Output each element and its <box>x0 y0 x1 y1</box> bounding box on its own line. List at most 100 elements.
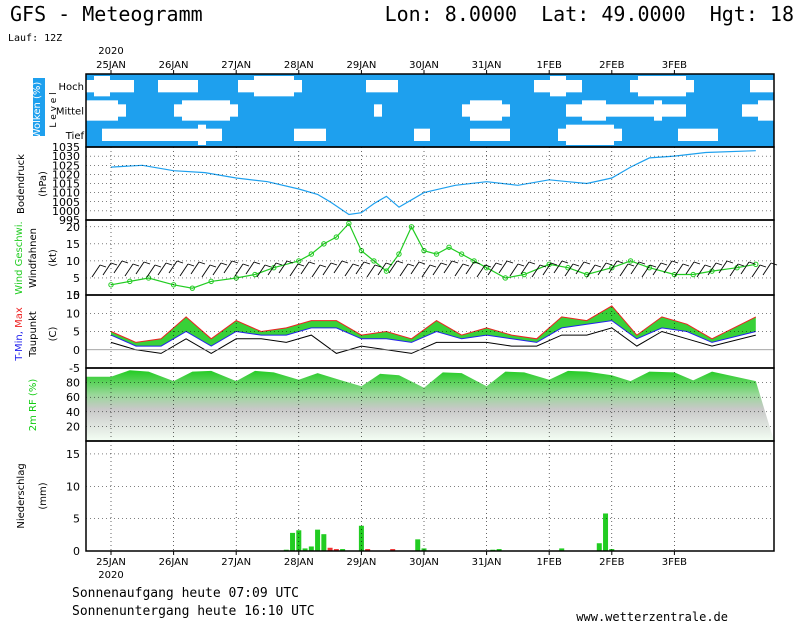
wind-barb <box>542 262 552 276</box>
wind-barb <box>190 261 200 275</box>
date-label-top: 25JAN <box>96 60 126 71</box>
precip-bar <box>365 549 371 551</box>
wind-barb-flag <box>143 261 151 265</box>
wind-barb-flag <box>275 262 283 266</box>
pressure-tick-label: 1020 <box>52 168 80 181</box>
wind-tick-label: 10 <box>66 255 80 268</box>
wind-barb-flag <box>495 262 503 266</box>
cloud-gap-cell <box>494 100 502 121</box>
wind-speed-point <box>308 251 315 257</box>
wind-unit-label: (kt) <box>48 249 59 267</box>
cloud-gap-cell <box>86 100 94 121</box>
wind-barb <box>696 264 706 278</box>
wind-barb-flag <box>121 260 129 264</box>
temperature-tick-label: 15 <box>66 289 80 302</box>
wind-barb-flag <box>638 261 646 265</box>
wind-barb <box>399 263 409 277</box>
wind-barb-flag <box>198 261 206 265</box>
cloud-gap-cell <box>486 100 494 121</box>
model-run-label: Lauf: 12Z <box>8 33 63 44</box>
cloud-gap-cell <box>606 124 614 145</box>
wind-speed-point <box>433 251 440 257</box>
wind-barb-flag <box>660 262 668 266</box>
wind-barb-flag <box>374 264 382 268</box>
pressure-tick-label: 995 <box>59 214 80 227</box>
wind-barb-flag <box>693 261 701 265</box>
wind-barb <box>234 263 244 277</box>
cloud-gap-cell <box>110 100 118 121</box>
cloud-gap-cell <box>286 76 294 97</box>
wind-barb-flag <box>286 260 294 264</box>
cloud-gap-cell <box>262 76 270 97</box>
wind-barb <box>267 262 277 276</box>
wind-speed-point <box>170 282 177 288</box>
temperature-unit-label: (C) <box>48 327 59 342</box>
wind-speed-point <box>189 285 196 291</box>
cloud-gap-cell <box>246 80 254 93</box>
precip-bar <box>296 530 302 551</box>
cloud-gap-cell <box>94 76 102 97</box>
temperature-range-fill <box>111 305 756 347</box>
date-label-bottom: 3FEB <box>662 557 687 568</box>
cloud-gap-cell <box>238 80 246 93</box>
cloud-gap-cell <box>558 128 566 141</box>
wind-barb-flag <box>704 264 712 268</box>
wind-barb-flag <box>473 261 481 265</box>
cloud-gap-cell <box>102 128 110 141</box>
wind-speed-point <box>546 261 552 268</box>
cloud-gap-cell <box>294 128 302 141</box>
wind-barb-flag <box>176 260 184 264</box>
wind-barb <box>663 260 673 274</box>
precip-tick-label: 10 <box>66 480 80 493</box>
wind-barb <box>454 263 464 277</box>
cloud-gap-cell <box>470 128 478 141</box>
cloud-gap-cell <box>670 104 678 117</box>
wind-barb-flag <box>726 260 734 264</box>
cloud-gap-cell <box>574 104 582 117</box>
wind-barb <box>333 260 343 274</box>
rh-ylabel: 2m RF (%) <box>28 379 39 432</box>
wind-barb-flag <box>319 264 327 268</box>
cloud-gap-cell <box>686 128 694 141</box>
cloud-gap-cell <box>662 104 670 117</box>
cloud-gap-cell <box>198 100 206 121</box>
cloud-gap-cell <box>678 76 686 97</box>
wind-tick-label: 0 <box>73 289 80 302</box>
cloud-gap-cell <box>166 128 174 141</box>
cloud-gap-cell <box>574 80 582 93</box>
cloud-gap-cell <box>654 100 662 121</box>
wind-barb-flag <box>649 264 657 268</box>
cloud-gap-cell <box>94 100 102 121</box>
cloud-gap-cell <box>254 76 262 97</box>
cloud-gap-cell <box>174 80 182 93</box>
date-label-bottom: 26JAN <box>159 557 189 568</box>
sunset-text: Sonnenuntergang heute 16:10 UTC <box>72 604 315 619</box>
cloud-gap-cell <box>222 100 230 121</box>
cloud-gap-cell <box>494 128 502 141</box>
precip-tick-label: 0 <box>73 545 80 558</box>
wind-speed-point <box>371 258 377 264</box>
precip-ylabel: Niederschlag <box>16 463 27 528</box>
cloud-gap-cell <box>710 128 718 141</box>
precip-bar <box>358 525 364 551</box>
cloud-gap-cell <box>614 128 622 141</box>
wind-barb <box>179 263 189 277</box>
wind-speed-point <box>208 278 214 285</box>
cloud-gap-cell <box>766 100 774 121</box>
wind-barb <box>575 261 585 275</box>
wind-barb <box>168 260 178 274</box>
cloud-gap-cell <box>694 128 702 141</box>
cloud-gap-cell <box>206 128 214 141</box>
wind-barb-flag <box>583 261 591 265</box>
cloud-ylabel: Wolken (%) <box>32 82 43 139</box>
wind-barb <box>432 262 442 276</box>
precip-bar <box>603 513 609 551</box>
wind-barb-flag <box>528 261 536 265</box>
cloud-gap-cell <box>662 76 670 97</box>
wind-barb <box>256 264 266 278</box>
cloud-gap-cell <box>158 80 166 93</box>
cloud-gap-cell <box>190 80 198 93</box>
wind-speed-point <box>252 271 258 278</box>
cloud-gap-cell <box>758 80 766 93</box>
precip-bar <box>302 548 308 551</box>
